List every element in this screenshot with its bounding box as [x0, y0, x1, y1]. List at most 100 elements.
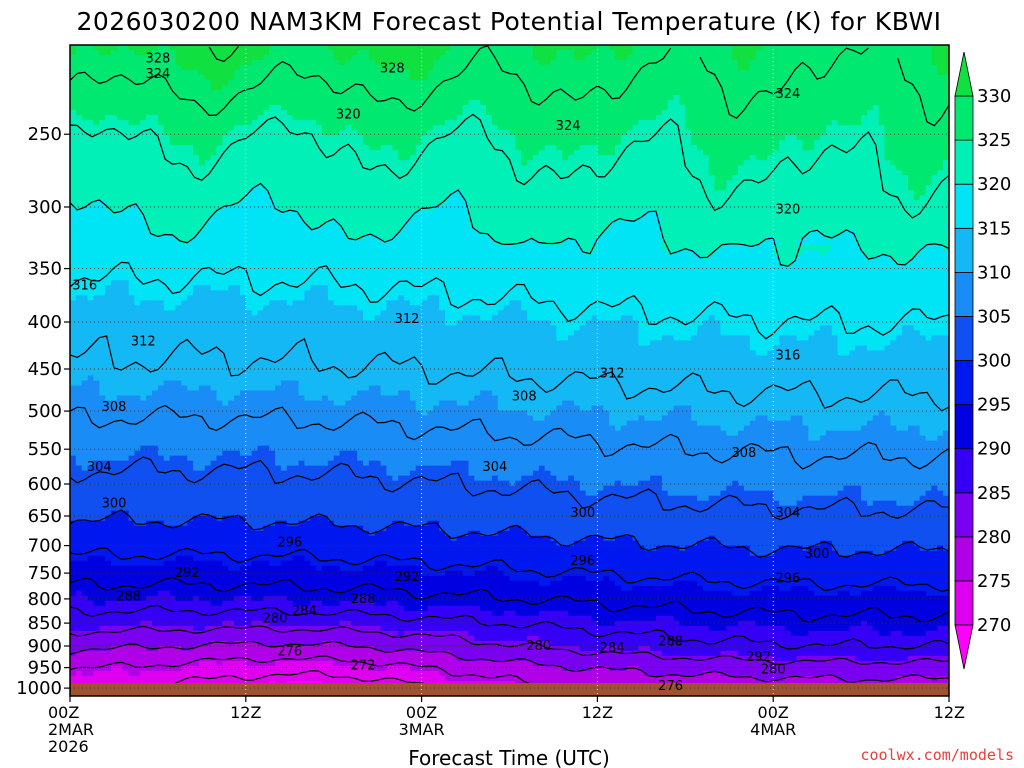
band-cell — [556, 125, 563, 131]
band-cell — [70, 175, 77, 181]
band-cell — [609, 70, 616, 76]
band-cell — [409, 160, 417, 166]
band-cell — [198, 75, 206, 81]
band-cell — [450, 200, 458, 206]
band-cell — [234, 75, 241, 81]
band-cell — [626, 95, 634, 101]
band-cell — [919, 135, 927, 141]
band-cell — [538, 205, 546, 211]
band-cell — [755, 105, 763, 111]
band-cell — [913, 65, 921, 71]
band-cell — [157, 160, 165, 166]
band-cell — [919, 125, 927, 131]
band-cell — [280, 170, 288, 176]
band-cell — [409, 105, 417, 111]
band-cell — [99, 95, 106, 101]
band-cell — [573, 55, 581, 61]
band-cell — [368, 200, 376, 206]
band-cell — [890, 190, 897, 196]
band-cell — [573, 105, 581, 111]
band-cell — [269, 165, 276, 171]
band-cell — [919, 155, 927, 161]
band-cell — [450, 90, 458, 96]
band-cell — [855, 150, 862, 156]
band-cell — [943, 170, 949, 176]
band-cell — [896, 150, 903, 156]
band-cell — [890, 80, 897, 86]
band-cell — [257, 85, 264, 91]
band-cell — [116, 180, 124, 186]
band-cell — [861, 90, 868, 96]
band-cell — [222, 85, 229, 91]
band-cell — [304, 145, 311, 151]
band-cell — [193, 60, 200, 66]
band-cell — [761, 105, 768, 111]
band-cell — [837, 140, 845, 146]
band-cell — [638, 75, 645, 81]
band-cell — [656, 175, 663, 181]
band-cell — [738, 130, 745, 136]
band-cell — [767, 190, 774, 196]
band-cell — [474, 190, 481, 196]
band-cell — [474, 135, 481, 141]
band-cell — [697, 190, 704, 196]
band-cell — [825, 205, 833, 211]
band-cell — [907, 175, 915, 181]
band-cell — [404, 85, 411, 91]
band-cell — [503, 100, 511, 106]
band-cell — [661, 90, 669, 96]
band-cell — [626, 145, 634, 151]
band-cell — [357, 115, 364, 121]
band-cell — [398, 195, 405, 201]
band-cell — [937, 125, 944, 131]
band-cell — [280, 80, 288, 86]
band-cell — [773, 170, 780, 176]
band-cell — [656, 190, 663, 196]
band-cell — [81, 90, 89, 96]
band-cell — [685, 60, 692, 66]
band-cell — [767, 105, 774, 111]
band-cell — [521, 165, 528, 171]
band-cell — [421, 145, 429, 151]
band-cell — [837, 190, 845, 196]
band-cell — [579, 75, 587, 81]
band-cell — [116, 45, 124, 51]
band-cell — [99, 180, 106, 186]
band-cell — [157, 90, 165, 96]
band-cell — [157, 135, 165, 141]
band-cell — [861, 175, 868, 181]
band-cell — [691, 50, 698, 56]
band-cell — [380, 90, 388, 96]
band-cell — [415, 60, 423, 66]
band-cell — [228, 125, 235, 131]
band-cell — [386, 180, 393, 186]
band-cell — [257, 115, 264, 121]
band-cell — [702, 95, 710, 101]
band-cell — [656, 160, 663, 166]
band-cell — [122, 85, 130, 91]
band-cell — [491, 165, 499, 171]
band-cell — [181, 125, 188, 131]
band-cell — [808, 50, 815, 56]
band-cell — [890, 70, 897, 76]
band-cell — [374, 80, 382, 86]
band-cell — [404, 115, 411, 121]
band-cell — [450, 195, 458, 201]
band-cell — [650, 200, 657, 206]
band-cell — [363, 95, 370, 101]
band-cell — [450, 185, 458, 191]
band-cell — [75, 65, 83, 71]
band-cell — [146, 180, 153, 186]
band-cell — [708, 160, 716, 166]
band-cell — [620, 115, 628, 121]
band-cell — [439, 190, 446, 196]
band-cell — [333, 70, 341, 76]
band-cell — [509, 65, 516, 71]
band-cell — [556, 145, 563, 151]
band-cell — [931, 85, 938, 91]
band-cell — [198, 45, 206, 51]
band-cell — [556, 135, 563, 141]
band-cell — [849, 130, 856, 136]
band-cell — [298, 140, 305, 146]
band-cell — [327, 115, 335, 121]
